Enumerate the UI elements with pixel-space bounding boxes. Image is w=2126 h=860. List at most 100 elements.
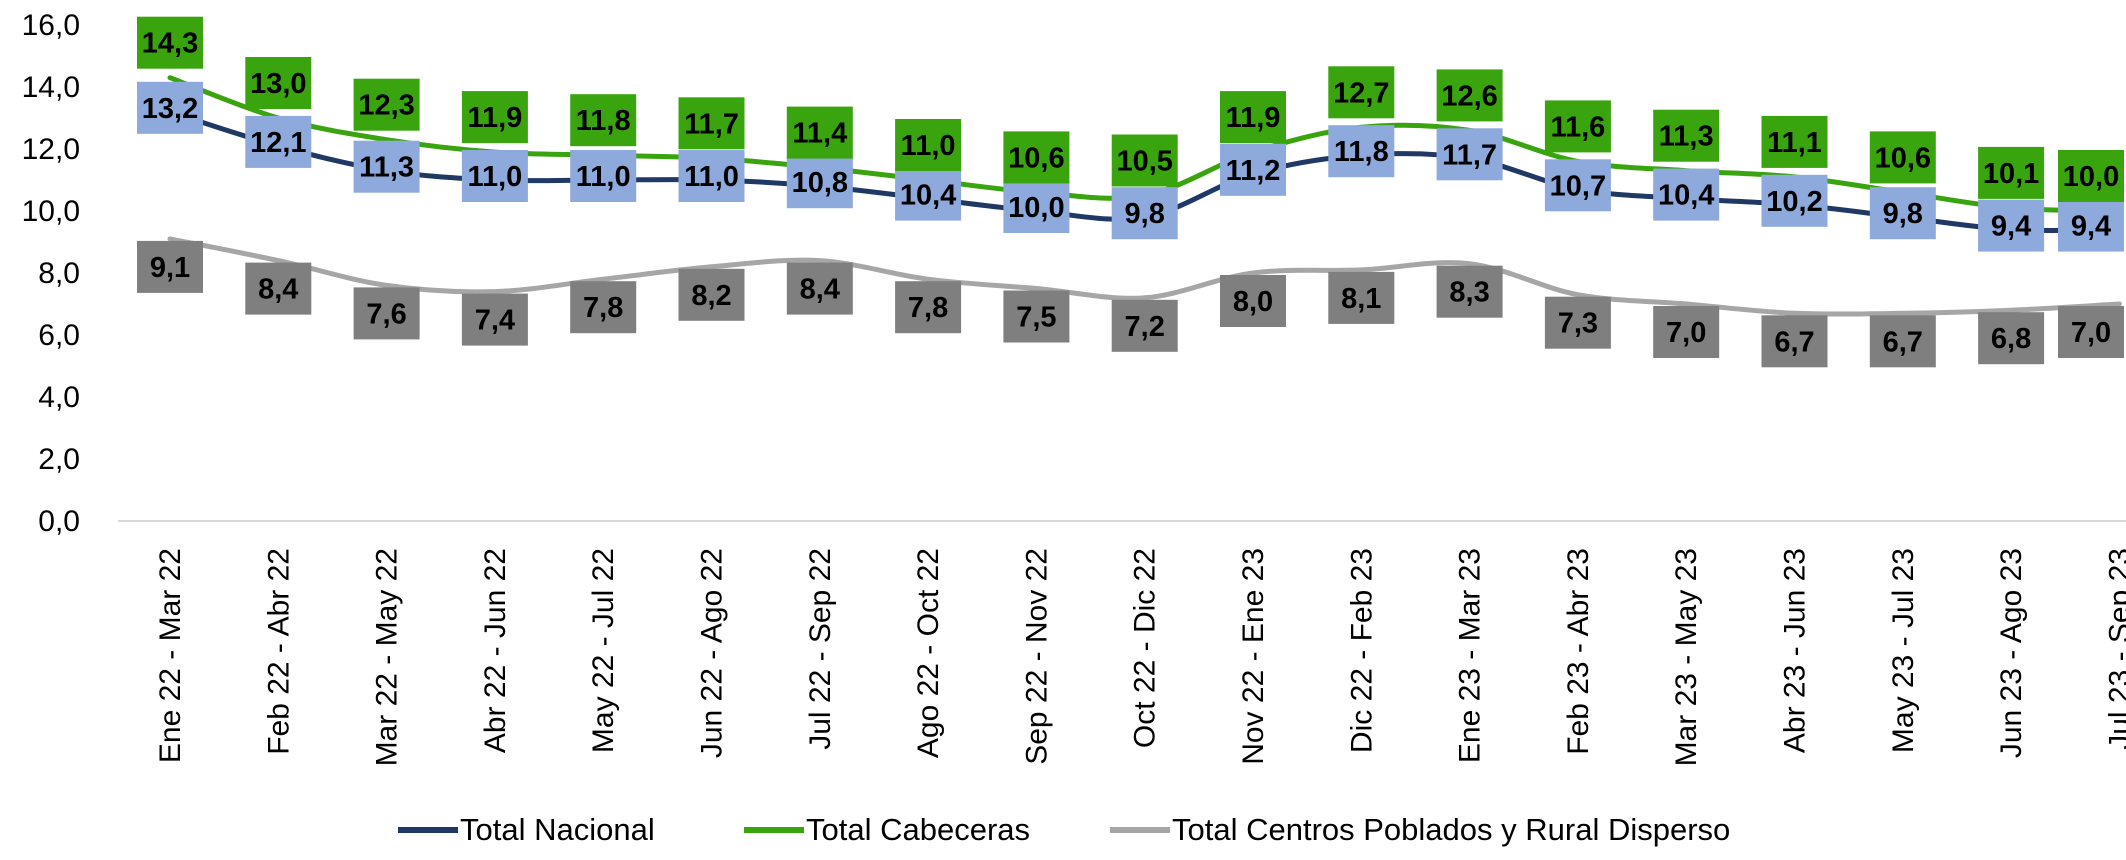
data-label-box xyxy=(1003,290,1070,343)
data-label: 9,1 xyxy=(150,252,190,284)
data-label-box xyxy=(1761,115,1828,168)
y-tick-label: 6,0 xyxy=(38,319,80,352)
data-label: 7,8 xyxy=(583,292,623,324)
data-label-box xyxy=(570,94,637,147)
data-label-box xyxy=(895,119,962,171)
data-label: 10,4 xyxy=(1658,180,1714,212)
data-label-box xyxy=(1328,125,1395,178)
data-label: 7,6 xyxy=(366,298,406,330)
data-label-box xyxy=(245,115,312,168)
data-label: 10,0 xyxy=(2063,161,2119,193)
data-label-box xyxy=(461,91,528,144)
data-label: 7,4 xyxy=(475,305,515,337)
data-label: 10,6 xyxy=(1008,142,1064,174)
data-label-box xyxy=(1869,187,1936,240)
x-tick-label: Jun 23 - Ago 23 xyxy=(1995,548,2028,758)
data-label: 12,6 xyxy=(1441,80,1497,112)
y-tick-label: 10,0 xyxy=(22,195,80,228)
x-tick-label: Jul 23 - Sep 23 xyxy=(2103,548,2126,750)
data-label-box xyxy=(1111,187,1178,240)
data-label: 13,2 xyxy=(142,93,198,125)
data-label: 8,0 xyxy=(1233,286,1273,318)
y-tick-label: 12,0 xyxy=(22,133,80,166)
y-tick-label: 2,0 xyxy=(38,443,80,476)
data-label: 11,3 xyxy=(359,152,414,184)
data-label: 8,1 xyxy=(1341,283,1381,315)
data-label-box xyxy=(245,57,312,109)
data-label-box xyxy=(1978,199,2045,252)
y-tick-label: 16,0 xyxy=(22,9,80,42)
data-label: 8,4 xyxy=(800,274,840,306)
data-label: 6,7 xyxy=(1883,326,1923,358)
data-label: 10,4 xyxy=(900,180,956,212)
data-label: 11,0 xyxy=(901,130,956,162)
data-label: 11,8 xyxy=(576,105,631,137)
data-label-box xyxy=(137,16,203,69)
data-label: 8,4 xyxy=(258,274,298,306)
x-tick-label: Sep 22 - Nov 22 xyxy=(1020,548,1053,765)
data-label-box xyxy=(137,240,203,293)
data-label-box xyxy=(1003,181,1070,233)
data-label: 10,2 xyxy=(1766,186,1822,218)
data-label-box xyxy=(678,268,745,321)
data-label-box xyxy=(1653,109,1720,162)
x-tick-label: Abr 23 - Jun 23 xyxy=(1779,548,1812,753)
data-label-box xyxy=(678,150,745,202)
legend-label: Total Centros Poblados y Rural Disperso xyxy=(1172,812,1730,847)
data-label-box xyxy=(1111,299,1178,352)
data-label-box xyxy=(1220,143,1286,196)
data-label-box xyxy=(1328,66,1395,119)
data-label-box xyxy=(1436,265,1503,318)
data-label: 9,4 xyxy=(2071,211,2111,243)
series-line xyxy=(167,236,2122,317)
data-label-box xyxy=(1220,91,1286,144)
data-label: 8,2 xyxy=(691,280,731,312)
x-tick-label: Feb 22 - Abr 22 xyxy=(262,548,295,755)
y-tick-label: 8,0 xyxy=(38,257,80,290)
data-label-box xyxy=(2058,199,2124,252)
legend-label: Total Nacional xyxy=(460,812,655,847)
data-label-box xyxy=(1544,296,1611,349)
data-label-box xyxy=(786,262,853,315)
x-tick-label: Feb 23 - Abr 23 xyxy=(1562,548,1595,755)
data-label: 14,3 xyxy=(142,28,198,60)
data-label-box xyxy=(1653,306,1720,358)
data-label: 10,8 xyxy=(792,167,848,199)
y-tick-label: 14,0 xyxy=(22,71,80,104)
data-label-box xyxy=(570,150,637,202)
data-label-box xyxy=(1544,159,1611,212)
data-label-box xyxy=(1328,271,1395,324)
data-label: 11,8 xyxy=(1334,136,1389,168)
data-label-box xyxy=(1003,131,1070,184)
data-label: 10,6 xyxy=(1875,142,1931,174)
data-label-box xyxy=(678,97,745,150)
data-label: 11,2 xyxy=(1226,155,1281,187)
x-tick-label: May 22 - Jul 22 xyxy=(587,548,620,753)
data-label-box xyxy=(1761,315,1828,368)
x-tick-label: Nov 22 - Ene 23 xyxy=(1237,548,1270,765)
data-label: 10,1 xyxy=(1983,158,2039,190)
x-tick-label: May 23 - Jul 23 xyxy=(1887,548,1920,753)
y-tick-label: 0,0 xyxy=(38,505,80,538)
data-label-box xyxy=(1111,134,1178,187)
data-label-box xyxy=(1869,131,1936,184)
data-label: 10,5 xyxy=(1116,146,1172,178)
data-label-box xyxy=(1653,168,1720,221)
data-label-box xyxy=(895,168,962,221)
data-label: 7,0 xyxy=(2071,317,2111,349)
x-tick-label: Abr 22 - Jun 22 xyxy=(479,548,512,753)
legend-label: Total Cabeceras xyxy=(806,812,1030,847)
data-label: 8,3 xyxy=(1449,277,1489,309)
x-tick-label: Ene 22 - Mar 22 xyxy=(154,548,187,763)
data-label: 9,4 xyxy=(1991,211,2031,243)
data-label-box xyxy=(786,106,853,159)
data-label-box xyxy=(2058,150,2124,202)
data-label: 7,2 xyxy=(1125,311,1165,343)
data-label: 6,7 xyxy=(1774,326,1814,358)
x-tick-label: Ene 23 - Mar 23 xyxy=(1454,548,1487,763)
data-label: 11,4 xyxy=(792,118,847,150)
data-label: 11,6 xyxy=(1550,111,1605,143)
data-label-box xyxy=(1869,315,1936,368)
